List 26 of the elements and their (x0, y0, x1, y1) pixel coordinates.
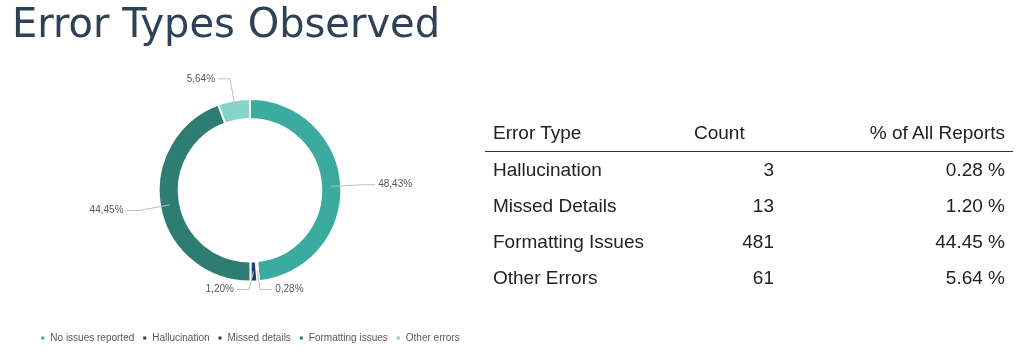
legend-label: Other errors (405, 331, 460, 343)
data-label: 48,43% (378, 178, 413, 190)
text: Missed Details (492, 194, 618, 218)
text: 5.64 % (944, 266, 1006, 290)
data-label: 1,20% (205, 283, 235, 295)
text: 1.20 % (944, 194, 1006, 218)
text: 44.45 % (934, 230, 1006, 254)
text: 61 (751, 266, 775, 290)
data-label: 44,45% (89, 204, 124, 216)
text: Other Errors (492, 266, 599, 290)
text: Count (686, 115, 782, 152)
text: % of All Reports (782, 115, 1013, 152)
legend-label: Missed details (227, 331, 291, 343)
chart-title: Error Types Observed (12, 0, 441, 46)
text: Formatting Issues (492, 230, 645, 254)
text: 481 (741, 230, 775, 254)
legend-label: Hallucination (152, 331, 210, 343)
legend-label: No issues reported (50, 331, 135, 343)
text: Error Type (485, 115, 686, 152)
text: 13 (751, 194, 775, 218)
data-label: 0,28% (275, 283, 304, 295)
legend-label: Formatting issues (308, 331, 388, 343)
text: 0.28 % (944, 158, 1006, 182)
data-label: 5,64% (186, 72, 216, 84)
text: Hallucination (492, 158, 603, 182)
text: 3 (762, 158, 775, 182)
